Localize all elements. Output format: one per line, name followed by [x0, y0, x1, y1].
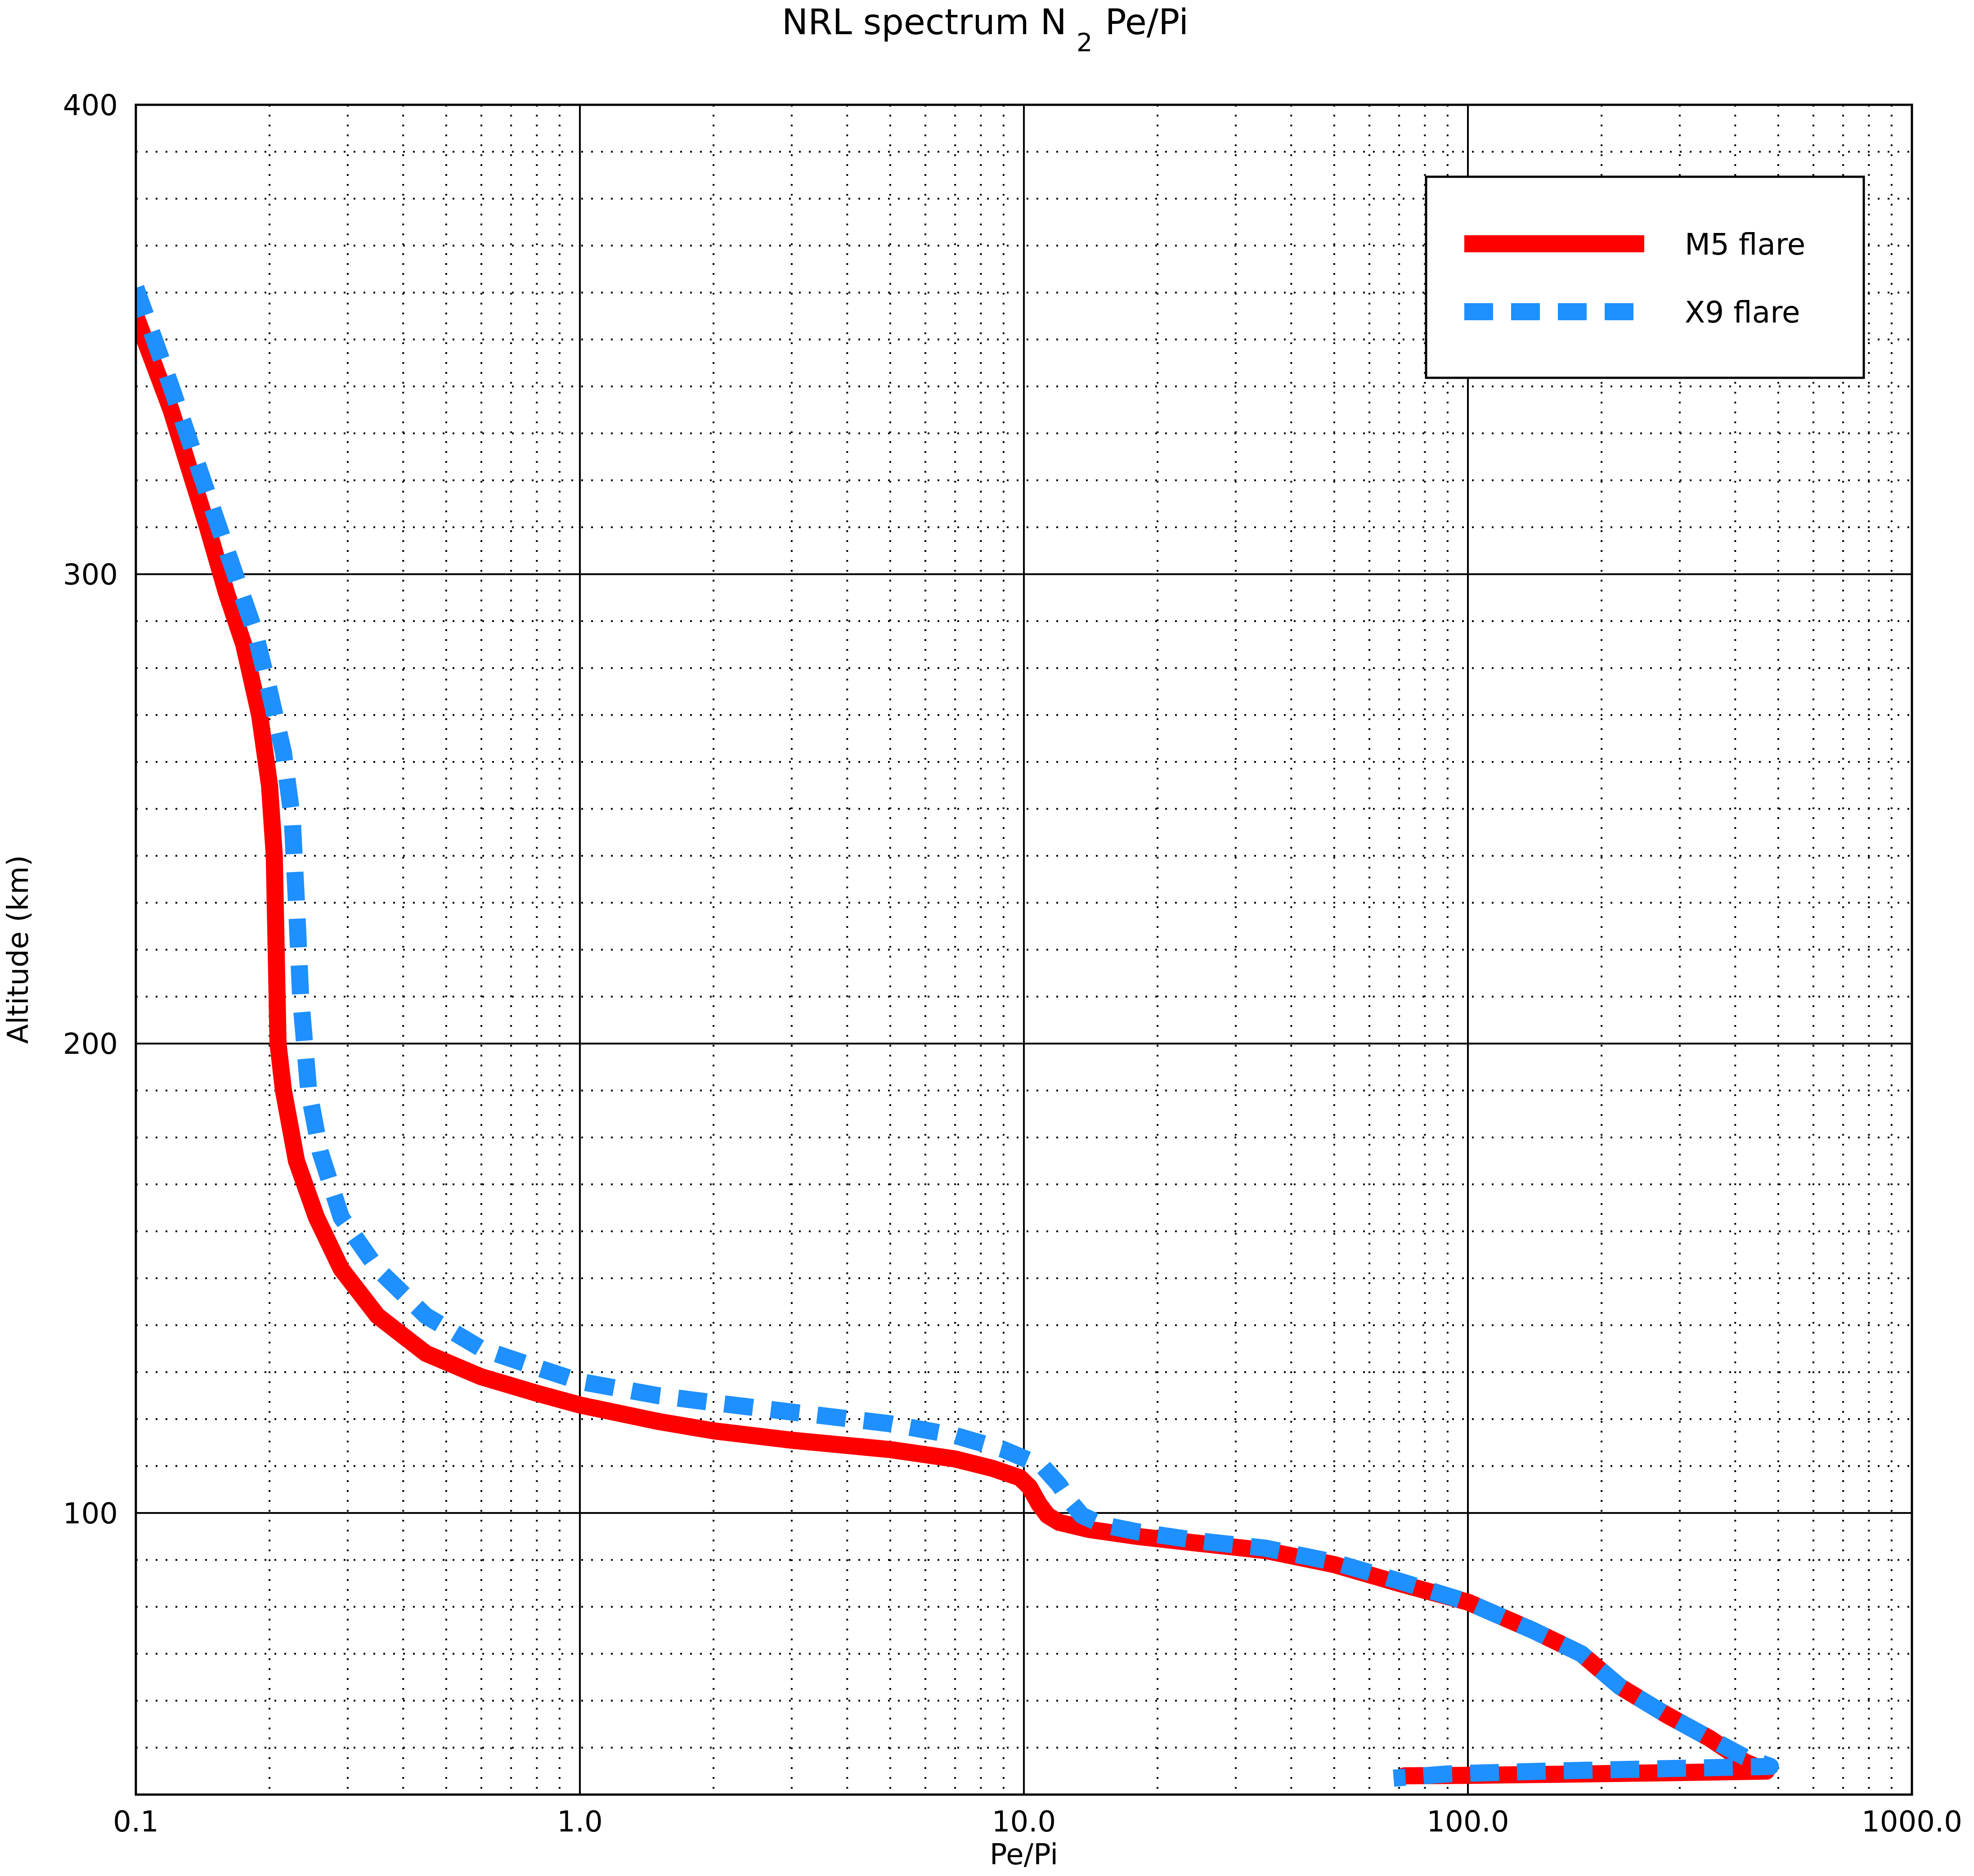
x-tick-label: 10.0	[992, 1805, 1056, 1839]
x-tick-label: 100.0	[1427, 1805, 1509, 1839]
legend-label-x9-flare: X9 flare	[1685, 295, 1800, 330]
x-tick-label: 0.1	[113, 1805, 159, 1839]
legend-label-m5-flare: M5 flare	[1685, 227, 1805, 262]
plot-frame	[135, 103, 1913, 1796]
chart-title: NRL spectrum N 2 Pe/Pi	[782, 2, 1189, 58]
legend-box	[1425, 175, 1865, 379]
y-tick-label: 200	[63, 1028, 118, 1061]
y-tick-label: 400	[63, 89, 118, 122]
series-line-x9-flare	[136, 285, 1779, 1787]
tick-layer: 0.1 1.0 10.0 100.0 1000.0 100 200 300 400	[63, 89, 1962, 1839]
chart-title-suffix: Pe/Pi	[1105, 2, 1189, 43]
legend: M5 flare X9 flare	[1425, 175, 1865, 379]
x-tick-label: 1000.0	[1862, 1805, 1962, 1839]
chart-title-main: NRL spectrum N	[782, 2, 1067, 43]
y-axis-label: Altitude (km)	[2, 855, 35, 1044]
x-axis-label: Pe/Pi	[990, 1838, 1058, 1872]
x-tick-label: 1.0	[557, 1805, 603, 1839]
y-tick-label: 100	[63, 1497, 118, 1531]
y-tick-label: 300	[63, 559, 118, 592]
series-line-m5-flare	[136, 307, 1775, 1785]
chart-title-subscript: 2	[1077, 28, 1093, 58]
series-layer	[136, 285, 1779, 1787]
